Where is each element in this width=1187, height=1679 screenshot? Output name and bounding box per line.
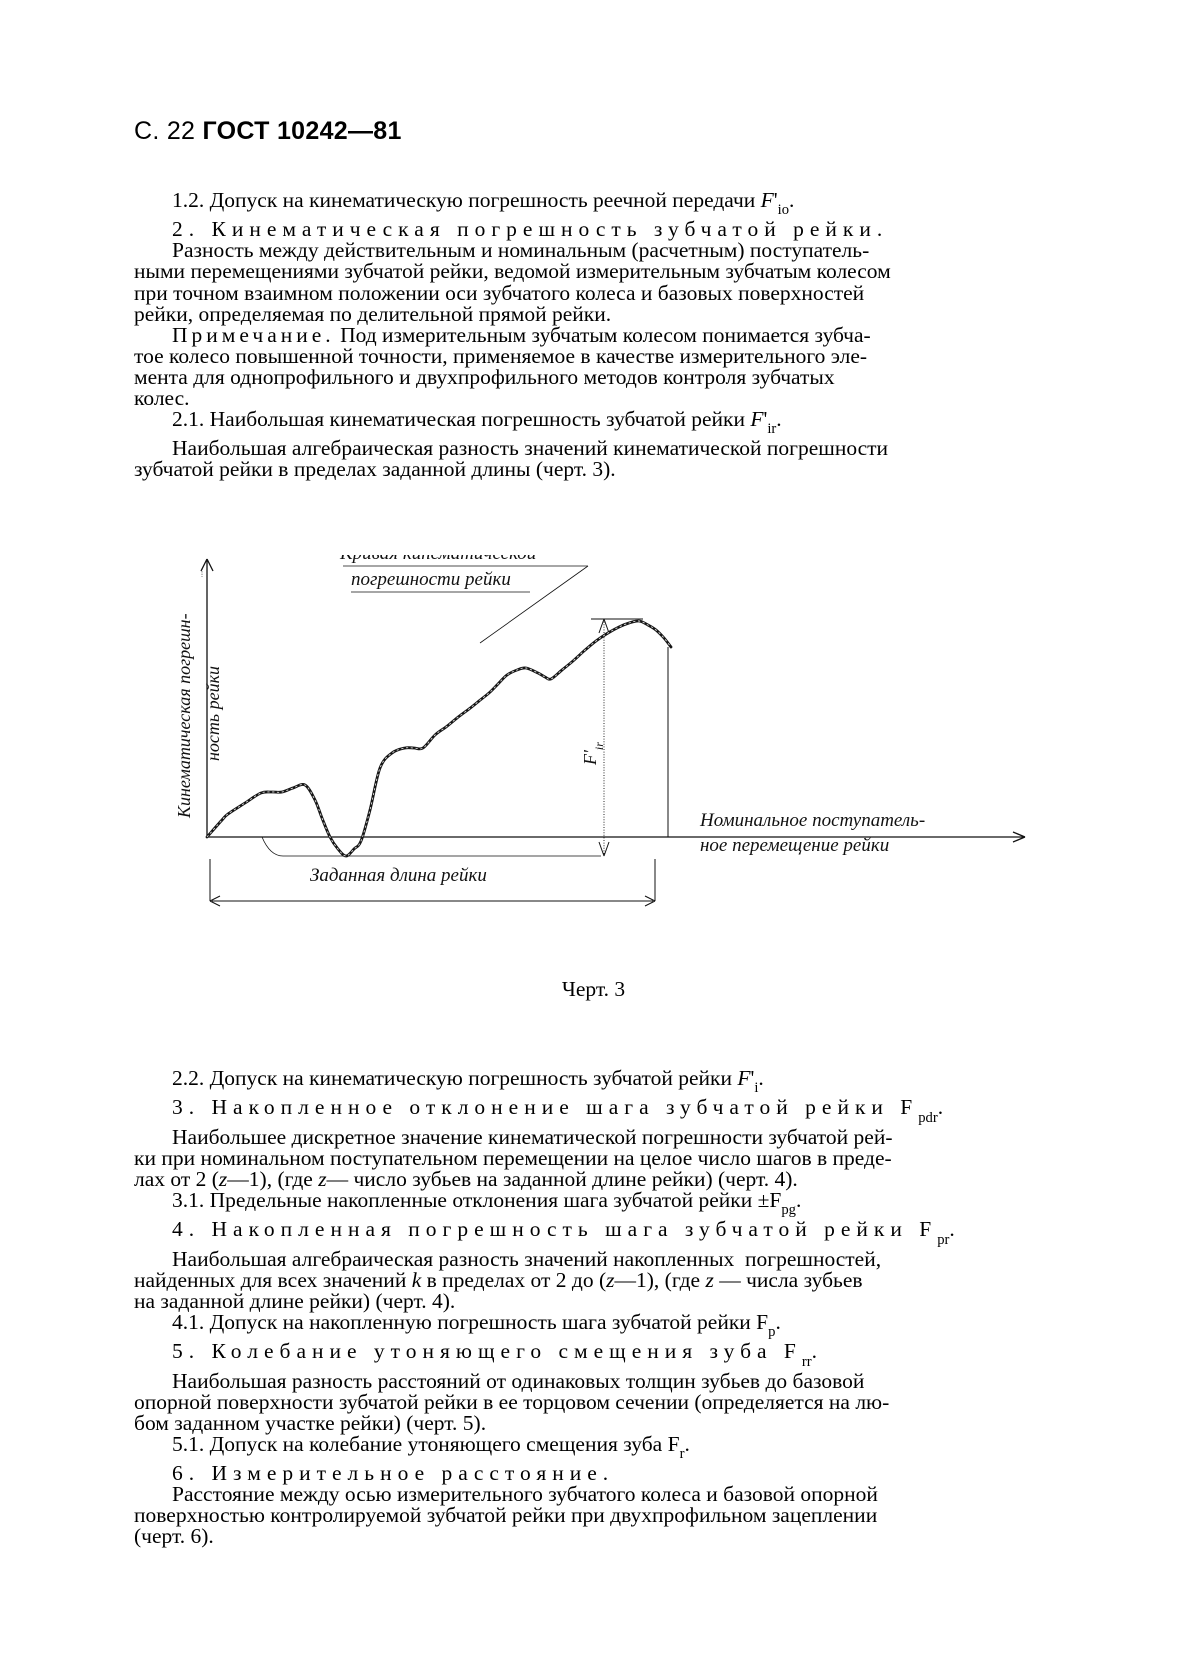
svg-text:ное перемещение рейки: ное перемещение рейки — [700, 835, 889, 856]
svg-text:Кривая кинематической: Кривая кинематической — [339, 555, 537, 564]
svg-text:Кинематическая погрешн-: Кинематическая погрешн- — [174, 613, 194, 819]
svg-text:F'ir: F'ir — [580, 742, 606, 766]
svg-text:Заданная длина рейки: Заданная длина рейки — [310, 865, 487, 886]
svg-text:Номинальное поступатель-: Номинальное поступатель- — [699, 810, 925, 831]
svg-text:погрешности рейки: погрешности рейки — [351, 569, 511, 590]
svg-text:ность рейки: ность рейки — [203, 666, 223, 761]
